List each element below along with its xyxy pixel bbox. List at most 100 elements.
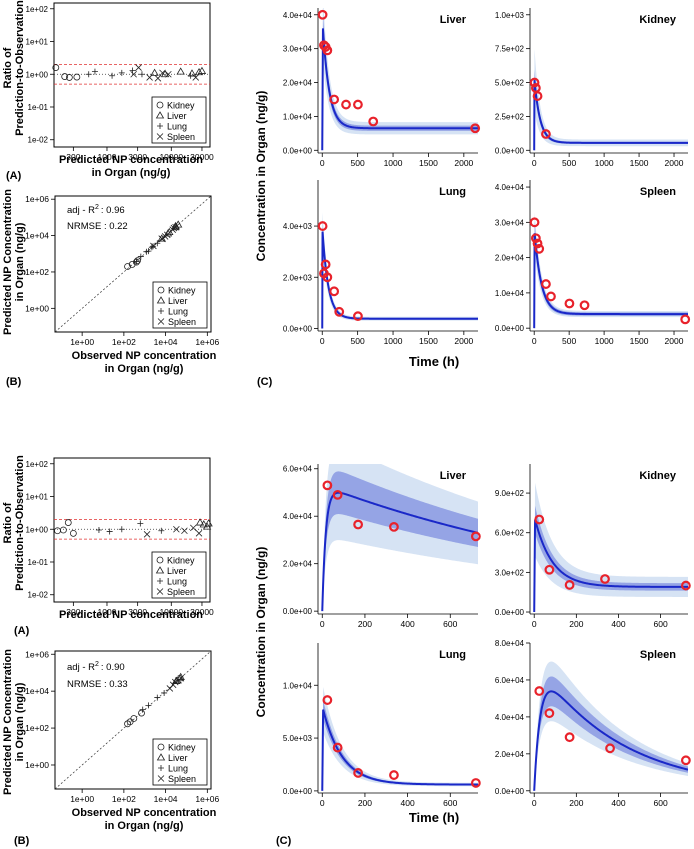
top-C-Kidney-obs-2 [532, 91, 543, 101]
bottom-A-ratio-pt-kidney-0 [54, 527, 61, 535]
bottom-B-pred-vs-obs-legend-label-kidney: Kidney [168, 743, 196, 753]
top-A-ylabel-line2: Prediction-to-Observation [14, 0, 26, 136]
bottom-B-pred-vs-obs-xtick-label-0: 1e+00 [70, 794, 94, 804]
top-C-Spleen-ytick-label-4: 4.0e+04 [495, 183, 525, 192]
top-C-Lung-band-outer [322, 212, 478, 329]
bottom-C-Lung-title: Lung [439, 649, 466, 661]
top-B-pred-vs-obs-pt-lung-6 [154, 240, 161, 247]
top-C-Liver-obs-3 [322, 45, 333, 56]
top-C-ylabel: Concentration in Organ (ng/g) [254, 91, 268, 262]
bottom-B-pred-vs-obs-legend-label-lung: Lung [168, 764, 188, 774]
top-A-ratio-pt-spleen-5 [165, 70, 172, 78]
top-C-Liver-xtick-label-2: 1000 [384, 158, 403, 168]
top-A-ratio-ytick-label-2: 1e+00 [26, 70, 49, 79]
top-B-pred-vs-obs-pt-lung-3 [145, 248, 152, 255]
top-C-Spleen-ytick-label-1: 1.0e+04 [495, 289, 525, 298]
bottom-C-Lung-obs-1 [332, 742, 343, 753]
top-C-Spleen-obs-4 [541, 279, 551, 289]
top-A-ylabel-line1: Ratio of [2, 47, 14, 88]
top-A-ratio-pt-kidney-2 [65, 74, 73, 81]
top-A-ratio-xtick-label-4: 30000 [190, 152, 214, 162]
bottom-C-Spleen-ytick-label-2: 4.0e+04 [495, 713, 525, 722]
bottom-B-stat-r2: adj - R2: 0.90 [67, 661, 125, 673]
top-C-Liver-xtick-label-4: 2000 [454, 158, 473, 168]
top-A-ratio-legend-label-lung: Lung [167, 122, 187, 132]
bottom-C-Lung-obs-3 [389, 770, 399, 780]
bottom-C-xlabel: Time (h) [409, 810, 459, 825]
bottom-A-ratio-pt-lung-3 [137, 520, 144, 527]
bottom-C-Liver-obs-2 [353, 519, 364, 530]
top-C-Lung-obs-3 [322, 272, 333, 283]
bottom-C-Lung-obs-2 [353, 768, 364, 778]
top-C-Spleen-obs-1 [530, 233, 541, 244]
top-B-pred-vs-obs-panel: 1e+06 1e+04 1e+02 1e+00 1e+00 1e+02 1e+04 1e+06… [25, 194, 219, 347]
bottom-B-pred-vs-obs-pt-lung-2 [154, 694, 161, 701]
bottom-A-ratio-pt-lung-2 [118, 526, 125, 533]
bottom-C-Kidney-ytick-label-3: 9.0e+02 [495, 489, 525, 498]
bottom-C-Liver-ytick-label-2: 4.0e+04 [283, 512, 313, 521]
bottom-A-panel-label: (A) [14, 625, 30, 637]
top-C-Lung-xtick-label-1: 500 [351, 336, 365, 346]
bottom-A-ratio-pt-spleen-1 [173, 525, 180, 533]
top-C-Spleen-plot-area [533, 212, 688, 329]
top-C-Spleen-obs-0 [529, 217, 540, 228]
top-C-Spleen-xtick-label-4: 2000 [665, 336, 684, 346]
bottom-A-ratio-legend-marker-lung [157, 578, 163, 584]
top-C-Spleen-xtick-label-0: 0 [532, 336, 537, 346]
bottom-C-Lung-plot-area [321, 686, 478, 791]
top-C-panel-label: (C) [257, 376, 273, 388]
top-C-Liver-obs-4 [329, 94, 340, 105]
bottom-C-Spleen-ytick-label-0: 0.0e+00 [495, 787, 525, 796]
top-B-pred-vs-obs-legend-marker-spleen [157, 318, 165, 325]
bottom-C-Kidney-obs-2 [564, 580, 575, 590]
bottom-B-pred-vs-obs-ytick-label-0: 1e+06 [25, 649, 49, 659]
bottom-B-pred-vs-obs-legend-marker-liver [156, 753, 166, 761]
top-B-pred-vs-obs-legend-label-lung: Lung [168, 307, 188, 317]
bottom-B-xlabel-line1: Observed NP concentration [72, 807, 217, 819]
top-B-pred-vs-obs-ytick-label-3: 1e+00 [25, 303, 49, 313]
bottom-A-ratio-pt-lung-0 [95, 526, 102, 533]
bottom-C-Spleen-model-curve [533, 690, 688, 791]
top-C-Liver-obs-8 [470, 123, 481, 134]
top-A-panel-label: (A) [6, 170, 22, 182]
top-C-Lung-xtick-label-4: 2000 [454, 336, 473, 346]
bottom-C-Kidney-band-inner [534, 505, 688, 613]
top-C-Liver-ytick-label-2: 2.0e+04 [283, 79, 313, 88]
bottom-B-pred-vs-obs-ytick-label-2: 1e+02 [25, 723, 49, 733]
bottom-C-Kidney-obs-1 [544, 564, 555, 575]
top-C-Liver-ytick-label-3: 3.0e+04 [283, 45, 313, 54]
top-C-Spleen-model-curve [533, 233, 688, 329]
top-B-ylabel-line2: in Organ (ng/g) [14, 222, 26, 301]
bottom-C-Kidney-ytick-label-1: 3.0e+02 [495, 568, 525, 577]
top-A-ratio-legend-marker-liver [155, 111, 165, 119]
top-C-Liver-model-curve [321, 28, 478, 151]
bottom-C-Lung-xtick-label-3: 600 [443, 798, 457, 808]
bottom-A-ratio-pt-spleen-3 [190, 524, 197, 532]
top-B-pred-vs-obs-ytick-label-0: 1e+06 [25, 194, 49, 204]
bottom-C-Lung-xtick-label-2: 400 [401, 798, 415, 808]
bottom-A-ratio-xtick-label-2: 3000 [128, 607, 147, 617]
bottom-B-pred-vs-obs-legend-marker-kidney [157, 743, 165, 751]
bottom-B-pred-vs-obs-panel: 1e+06 1e+04 1e+02 1e+00 1e+00 1e+02 1e+04 1e+06… [25, 649, 219, 804]
bottom-A-ratio-pt-kidney-2 [64, 519, 72, 526]
top-B-pred-vs-obs-legend-marker-liver [156, 296, 166, 304]
bottom-A-ratio-legend-label-liver: Liver [167, 566, 187, 576]
top-C-Kidney-band-outer [534, 48, 688, 151]
top-C-Lung-title: Lung [439, 186, 466, 198]
top-B-ylabel-line1: Predicted NP Concentration [2, 189, 14, 335]
top-C-Kidney-panel: 0.0e+00 2.5e+02 5.0e+02 7.5e+02 1.0e+03 0 500 1… [495, 8, 688, 168]
bottom-C-Kidney-panel: 0.0e+00 3.0e+02 6.0e+02 9.0e+02 0 200 400 600 Ki… [495, 464, 691, 629]
top-C-Liver-obs-5 [341, 99, 351, 110]
top-A-ratio-legend-marker-spleen [156, 133, 164, 140]
bottom-A-ratio-xtick-label-4: 30000 [190, 607, 214, 617]
bottom-C-Spleen-ytick-label-3: 6.0e+04 [495, 676, 525, 685]
bottom-C-Liver-xtick-label-2: 400 [401, 619, 415, 629]
top-A-ratio-pt-spleen-0 [130, 70, 137, 78]
top-A-ratio-pt-lung-6 [187, 72, 194, 79]
top-B-stat-r2-sup: 2 [95, 204, 99, 211]
bottom-A-ratio-ytick-label-3: 1e-01 [28, 558, 49, 567]
top-C-Kidney-obs-3 [541, 129, 551, 139]
bottom-C-Liver-obs-1 [332, 489, 343, 500]
top-B-pred-vs-obs-pt-kidney-1 [128, 261, 136, 268]
